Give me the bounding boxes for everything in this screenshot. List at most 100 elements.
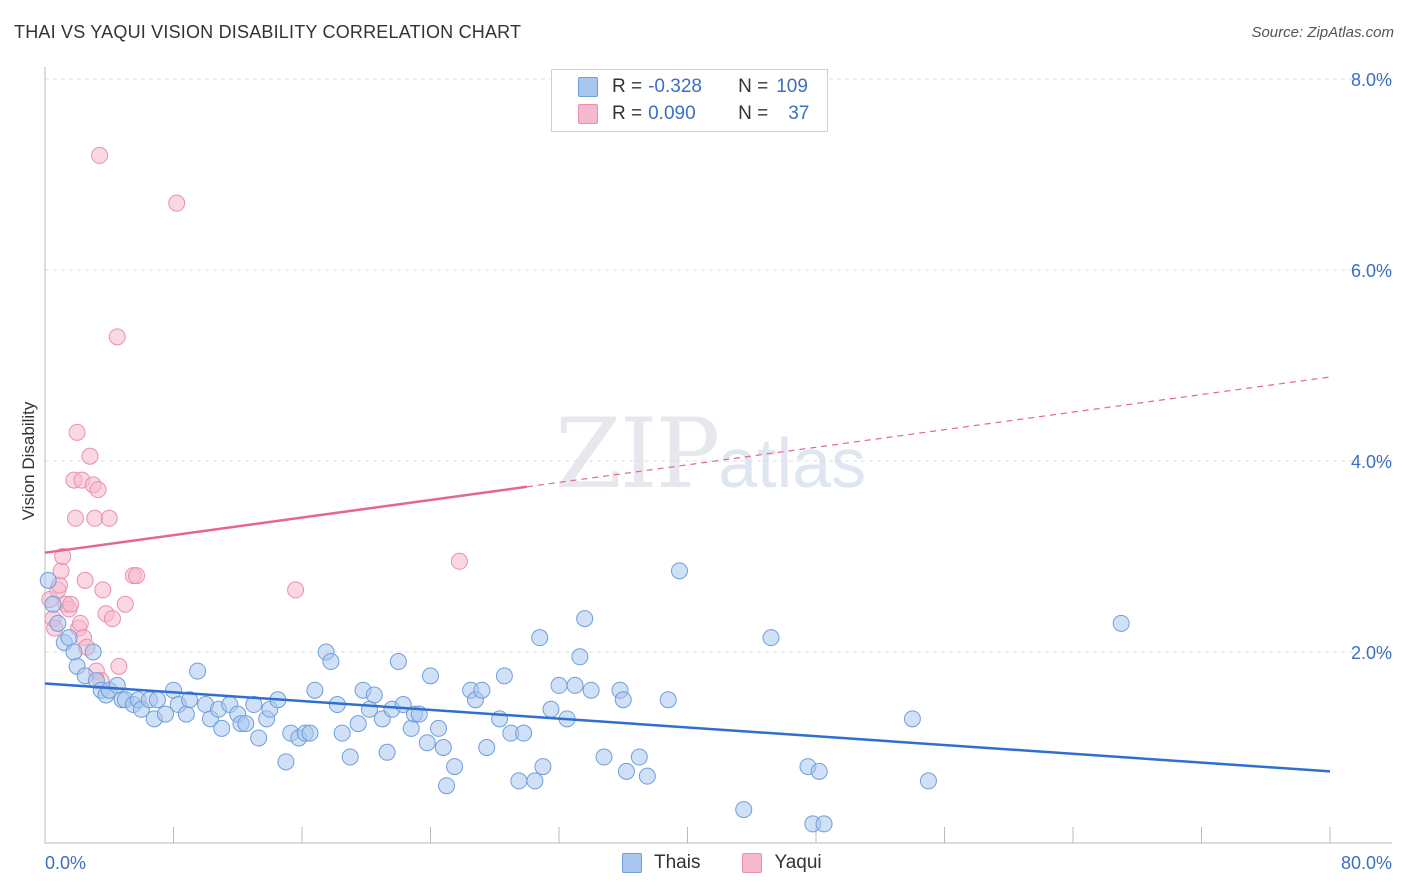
yaqui-point (76, 571, 94, 589)
thais-point (250, 729, 268, 747)
thais-point (810, 762, 828, 780)
yaqui-trend-line (44, 485, 528, 554)
yaqui-point (89, 481, 107, 499)
thais-point (213, 719, 231, 737)
thais-point (1112, 614, 1130, 632)
yaqui-point (94, 581, 112, 599)
r-label: R = (612, 76, 643, 97)
thais-point (418, 734, 436, 752)
thais-point (44, 595, 62, 613)
yaqui-point (54, 548, 72, 565)
thais-point (566, 676, 584, 694)
thais-point (181, 691, 199, 709)
yaqui-point (86, 509, 104, 527)
thais-point (430, 719, 448, 737)
thais-trend-line (44, 682, 1331, 773)
thais-point (39, 571, 57, 589)
thais-point (65, 643, 83, 661)
thais-point (515, 724, 533, 742)
y-tick-label: 4.0% (1351, 452, 1392, 472)
thais-point (473, 681, 491, 699)
thais-point (617, 762, 635, 780)
thais-point (571, 648, 589, 666)
yaqui-trend-extension (526, 376, 1331, 488)
thais-point (659, 691, 677, 709)
thais-point (402, 719, 420, 737)
thais-point (165, 681, 182, 699)
thais-point (434, 739, 452, 756)
yaqui-point (68, 423, 86, 441)
yaqui-point (91, 146, 109, 164)
thais-point (349, 715, 367, 733)
yaqui-point (110, 657, 128, 675)
thais-point (542, 700, 560, 718)
yaqui-point (128, 567, 146, 585)
x-tick-label: 0.0% (45, 853, 86, 873)
thais-point (306, 681, 324, 699)
watermark-zip: ZIP (555, 398, 720, 510)
yaqui-swatch (578, 104, 598, 124)
thais-point (245, 696, 263, 714)
thais-point (341, 748, 359, 766)
thais-point (446, 758, 464, 776)
thais-point (148, 691, 166, 709)
r-value: -0.328 (648, 76, 702, 97)
thais-point (365, 686, 383, 704)
thais-point (531, 629, 549, 647)
thais-point (534, 758, 552, 776)
series-legend: Thais Yaqui (622, 852, 822, 874)
n-value: 37 (788, 103, 810, 124)
thais-swatch (578, 77, 598, 97)
yaqui-legend-label: Yaqui (774, 852, 822, 873)
x-tick-label: 80.0% (1341, 853, 1392, 873)
thais-point (576, 610, 594, 628)
y-tick-label: 8.0% (1351, 70, 1392, 90)
thais-point (630, 748, 648, 766)
r-value: 0.090 (648, 103, 696, 124)
watermark: ZIPatlas (555, 398, 866, 510)
thais-point (526, 772, 544, 790)
yaqui-point (100, 509, 118, 527)
thais-point (614, 691, 632, 709)
thais-point (582, 681, 600, 699)
stats-legend: R = -0.328 N = 109 R = 0.090 N = 37 (551, 69, 828, 132)
thais-point (495, 667, 513, 685)
thais-point (108, 676, 126, 694)
chart-title: THAI VS YAQUI VISION DISABILITY CORRELAT… (14, 22, 522, 42)
thais-point (189, 662, 207, 680)
thais-point (378, 743, 396, 761)
thais-point (389, 653, 407, 671)
thais-point (301, 724, 319, 742)
thais-point (735, 801, 753, 819)
thais-legend-label: Thais (654, 852, 701, 873)
yaqui-point (168, 194, 186, 212)
thais-point (49, 614, 67, 632)
thais-point (333, 724, 351, 742)
yaqui-point (108, 328, 126, 346)
yaqui-point (67, 509, 85, 527)
yaqui-point (450, 552, 468, 570)
stats-legend-row-thais: R = -0.328 N = 109 (578, 76, 808, 98)
thais-point (478, 739, 496, 756)
n-value: 109 (776, 76, 808, 97)
thais-point (903, 710, 921, 728)
yaqui-point (71, 614, 89, 632)
yaqui-point (62, 595, 80, 613)
yaqui-legend-swatch (742, 853, 763, 873)
watermark-atlas: atlas (718, 424, 867, 502)
thais-point (919, 772, 937, 790)
thais-point (237, 715, 255, 733)
thais-point (322, 653, 340, 671)
y-tick-label: 6.0% (1351, 261, 1392, 281)
thais-point (638, 767, 656, 785)
r-label: R = (612, 103, 643, 124)
thais-point (438, 777, 456, 795)
y-tick-label: 2.0% (1351, 643, 1392, 663)
source-credit: Source: ZipAtlas.com (1251, 24, 1394, 41)
thais-point (670, 562, 688, 580)
thais-point (84, 643, 102, 661)
thais-point (177, 705, 195, 723)
yaqui-point (116, 595, 134, 613)
yaqui-point (81, 447, 99, 465)
